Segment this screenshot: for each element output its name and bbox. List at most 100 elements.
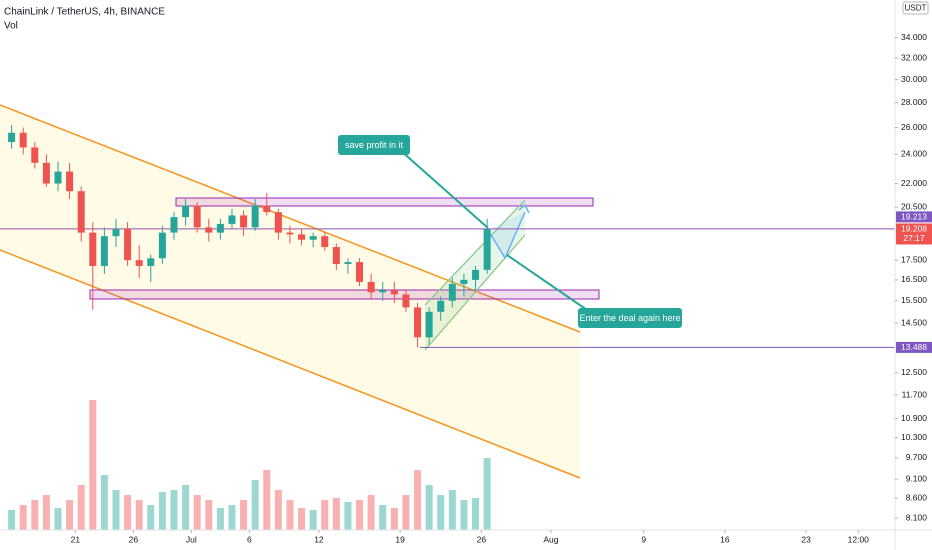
volume-bar: [390, 508, 398, 530]
candle-body: [182, 205, 190, 218]
zone: [175, 197, 594, 207]
volume-bar: [42, 495, 50, 530]
volume-bar: [135, 500, 143, 530]
volume-bar: [19, 505, 27, 530]
channel-line: [0, 249, 581, 479]
volume-bar: [89, 400, 97, 530]
last-price-label: 19.208: [901, 224, 927, 234]
volume-bar: [483, 458, 491, 530]
y-tick-label: 34.000: [901, 32, 927, 42]
callout-box: [338, 135, 410, 155]
candle-body: [298, 234, 306, 240]
volume-bar: [158, 492, 166, 530]
candle-body: [356, 262, 364, 282]
x-tick-label: 21: [71, 534, 81, 544]
price-line-label: 13.488: [901, 342, 927, 352]
volume-bar: [425, 485, 433, 530]
candle-body: [437, 300, 445, 312]
volume-bar: [77, 485, 85, 530]
callout-pointer: [399, 149, 489, 229]
candle-body: [19, 132, 27, 148]
x-tick-label: 23: [801, 534, 811, 544]
price-axis: [895, 0, 932, 550]
x-tick-label: 12:00: [848, 534, 870, 544]
volume-bar: [448, 490, 456, 530]
price-line-box: [896, 211, 932, 223]
price-line-box: [896, 341, 932, 353]
projection-fill: [488, 212, 525, 258]
y-tick-label: 17.500: [901, 254, 927, 264]
currency-box: [902, 1, 929, 15]
channel-line: [0, 104, 581, 333]
volume-bar: [344, 502, 352, 530]
volume-bar: [321, 500, 329, 530]
candle-body: [66, 171, 74, 192]
volume-label: Vol: [4, 21, 18, 32]
y-tick-label: 15.500: [901, 295, 927, 305]
volume-bar: [182, 485, 190, 530]
volume-bar: [228, 505, 236, 530]
volume-bar: [286, 500, 294, 530]
up-channel-line: [424, 199, 526, 306]
candle-body: [251, 205, 259, 228]
candle-body: [112, 229, 120, 237]
x-tick-label: 19: [395, 534, 405, 544]
projection-path: [487, 211, 526, 260]
volume-bar: [298, 508, 306, 530]
price-line-label: 19.213: [901, 212, 927, 222]
x-tick-label: 26: [477, 534, 487, 544]
candle-body: [54, 171, 62, 184]
y-tick-label: 8.600: [906, 492, 928, 502]
volume-bar: [332, 498, 340, 530]
volume-bar: [309, 510, 317, 530]
volume-bar: [274, 490, 282, 530]
y-tick-label: 20.500: [901, 201, 927, 211]
volume-bar: [437, 495, 445, 530]
x-tick-label: 6: [247, 534, 252, 544]
x-tick-label: 12: [314, 534, 324, 544]
candle-body: [205, 227, 213, 233]
candle-body: [332, 247, 340, 265]
callout-pointer: [506, 254, 591, 313]
candle-body: [8, 132, 16, 143]
up-channel-line: [424, 234, 526, 351]
candle-body: [483, 228, 491, 270]
candle-body: [228, 215, 236, 224]
candle-body: [135, 260, 143, 266]
y-tick-label: 28.000: [901, 97, 927, 107]
volume-bar: [147, 505, 155, 530]
last-price-box: [896, 223, 932, 245]
y-tick-label: 22.000: [901, 178, 927, 188]
volume-bar: [205, 500, 213, 530]
volume-bar: [472, 498, 480, 530]
y-tick-label: 30.000: [901, 74, 927, 84]
candle-body: [321, 236, 329, 248]
y-tick-label: 10.300: [901, 432, 927, 442]
candle-body: [263, 205, 271, 213]
candle-body: [402, 294, 410, 308]
volume-bar: [240, 500, 248, 530]
candle-body: [390, 290, 398, 295]
y-tick-label: 26.000: [901, 122, 927, 132]
candle-body: [379, 290, 387, 293]
candle-body: [344, 262, 352, 265]
volume-bar: [66, 500, 74, 530]
candle-body: [309, 236, 317, 240]
x-tick-label: 9: [641, 534, 646, 544]
candle-body: [124, 229, 132, 261]
candle-body: [367, 281, 375, 293]
y-tick-label: 24.000: [901, 149, 927, 159]
x-tick-label: Aug: [543, 534, 558, 544]
volume-bar: [193, 495, 201, 530]
volume-bar: [112, 490, 120, 530]
candle-body: [147, 258, 155, 266]
volume-bar: [124, 495, 132, 530]
candle-body: [89, 232, 97, 266]
x-tick-label: 16: [720, 534, 730, 544]
y-tick-label: 11.700: [902, 389, 928, 399]
candle-body: [158, 232, 166, 259]
volume-bar: [54, 508, 62, 530]
countdown: 27:17: [903, 233, 925, 243]
